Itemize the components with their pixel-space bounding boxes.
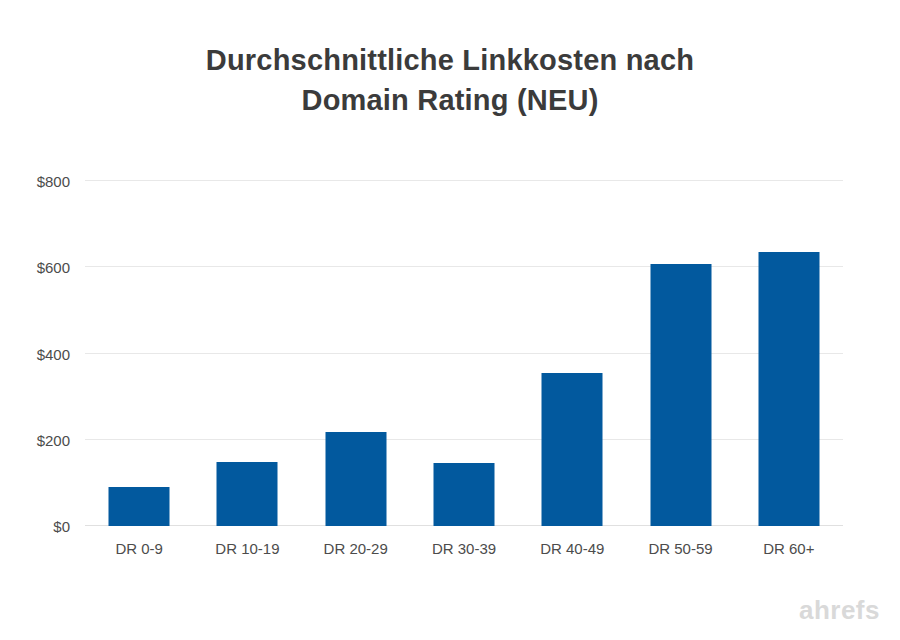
y-tick-label: $800	[37, 173, 70, 190]
plot-area	[85, 181, 843, 526]
y-tick-label: $400	[37, 345, 70, 362]
bar-column-dr-0-9	[85, 181, 193, 526]
x-tick-label-dr-20-29: DR 20-29	[302, 527, 410, 557]
bar-column-dr-50-59	[626, 181, 734, 526]
bar-dr-20-29	[325, 432, 386, 526]
x-tick-label-dr-10-19: DR 10-19	[193, 527, 301, 557]
bar-column-dr-10-19	[193, 181, 301, 526]
y-tick-label: $600	[37, 259, 70, 276]
ahrefs-logo: ahrefs	[799, 595, 880, 626]
x-tick-label-dr-60+: DR 60+	[735, 527, 843, 557]
bar-dr-40-49	[542, 373, 603, 526]
bar-column-dr-20-29	[302, 181, 410, 526]
x-tick-label-dr-30-39: DR 30-39	[410, 527, 518, 557]
x-tick-label-dr-50-59: DR 50-59	[626, 527, 734, 557]
x-axis: DR 0-9DR 10-19DR 20-29DR 30-39DR 40-49DR…	[85, 527, 843, 557]
bar-dr-60+	[758, 252, 819, 526]
y-tick-label: $0	[53, 518, 70, 535]
bar-dr-10-19	[217, 462, 278, 526]
y-axis: $0$200$400$600$800	[0, 181, 70, 526]
chart-title: Durchschnittliche Linkkosten nach Domain …	[0, 40, 900, 120]
x-tick-label-dr-0-9: DR 0-9	[85, 527, 193, 557]
bar-column-dr-60+	[735, 181, 843, 526]
bar-dr-0-9	[109, 487, 170, 526]
chart-title-line1: Durchschnittliche Linkkosten nach	[206, 44, 694, 76]
bar-series	[85, 181, 843, 526]
bar-dr-50-59	[650, 264, 711, 526]
y-tick-label: $200	[37, 431, 70, 448]
chart-page: Durchschnittliche Linkkosten nach Domain …	[0, 0, 900, 640]
chart-title-line2: Domain Rating (NEU)	[301, 84, 598, 116]
bar-column-dr-30-39	[410, 181, 518, 526]
bar-dr-30-39	[433, 463, 494, 526]
x-tick-label-dr-40-49: DR 40-49	[518, 527, 626, 557]
bar-column-dr-40-49	[518, 181, 626, 526]
